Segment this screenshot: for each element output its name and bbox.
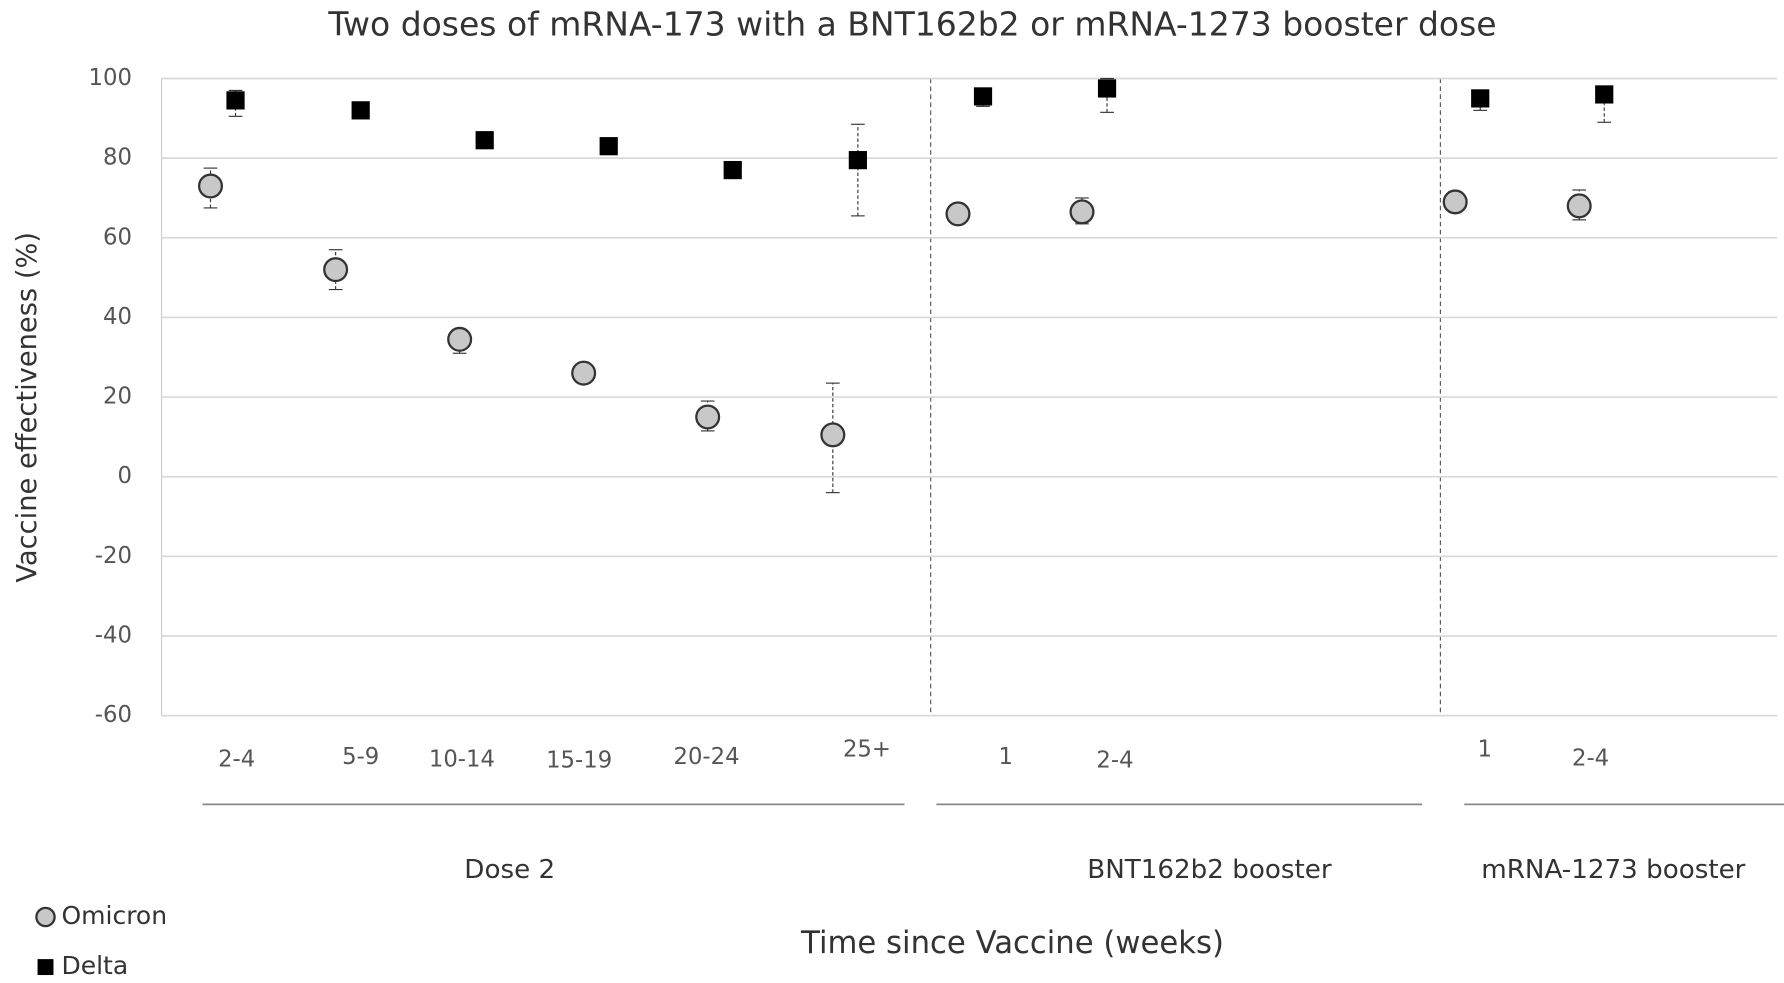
y-tick-label: -60 xyxy=(95,702,132,728)
x-tick-label: 15-19 xyxy=(546,748,612,774)
legend-label: Omicron xyxy=(61,901,167,930)
x-tick-label: 2-4 xyxy=(218,747,255,773)
y-tick-label: 80 xyxy=(103,145,132,171)
point xyxy=(571,360,597,386)
point xyxy=(197,173,223,199)
x-tick-label: 2-4 xyxy=(1572,745,1609,771)
point xyxy=(1442,189,1468,215)
point xyxy=(820,422,846,448)
x-tick-label: 20-24 xyxy=(673,744,739,770)
point xyxy=(973,87,993,106)
point xyxy=(1471,89,1490,108)
y-tick-label: 0 xyxy=(117,463,131,489)
point xyxy=(723,160,742,180)
point xyxy=(695,404,721,430)
y-tick-label: 100 xyxy=(89,65,132,91)
x-tick-label: 2-4 xyxy=(1096,748,1133,774)
point xyxy=(1595,85,1614,104)
point xyxy=(447,326,473,352)
legend-marker xyxy=(35,906,56,928)
point xyxy=(475,131,494,150)
group-label: Dose 2 xyxy=(464,855,555,885)
group-label: mRNA-1273 booster xyxy=(1481,855,1745,885)
legend-marker xyxy=(37,959,54,976)
point xyxy=(848,151,867,170)
point xyxy=(1097,79,1117,98)
y-tick-label: -40 xyxy=(95,622,132,648)
x-tick-label: 1 xyxy=(999,744,1013,770)
y-axis-label: Vaccine effectiveness (%) xyxy=(12,232,43,583)
y-tick-label: 60 xyxy=(103,224,132,250)
point xyxy=(945,201,971,227)
y-tick-label: 20 xyxy=(103,384,132,410)
y-tick-label: -20 xyxy=(95,543,132,569)
x-tick-label: 1 xyxy=(1478,736,1492,762)
point xyxy=(1566,193,1592,219)
chart-title: Two doses of mRNA-173 with a BNT162b2 or… xyxy=(327,5,1496,44)
point xyxy=(1069,199,1095,225)
y-tick-label: 40 xyxy=(103,304,132,330)
x-tick-label: 25+ xyxy=(843,736,891,762)
point xyxy=(351,101,370,120)
point xyxy=(599,137,618,156)
legend-label: Delta xyxy=(61,951,128,980)
point xyxy=(323,257,349,283)
group-label: BNT162b2 booster xyxy=(1087,855,1332,885)
x-axis-label: Time since Vaccine (weeks) xyxy=(800,925,1224,961)
x-tick-label: 5-9 xyxy=(342,744,379,770)
point xyxy=(226,91,245,110)
x-tick-label: 10-14 xyxy=(429,747,495,773)
